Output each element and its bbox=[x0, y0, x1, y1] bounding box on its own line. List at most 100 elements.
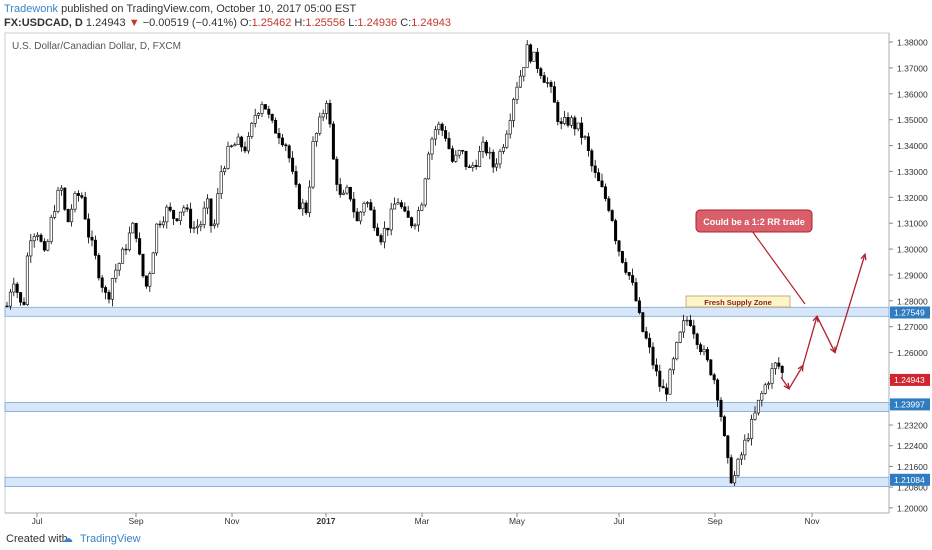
price-chart[interactable]: 1.38000 1.37000 1.36000 1.35000 1.34000 1.330… bbox=[0, 0, 932, 528]
candle-body bbox=[471, 165, 475, 168]
candle-body bbox=[301, 202, 305, 210]
candle-body bbox=[348, 186, 352, 200]
candle-body bbox=[637, 300, 641, 313]
candle-body bbox=[63, 187, 67, 210]
candle-body bbox=[576, 122, 580, 130]
candle-body bbox=[59, 187, 63, 191]
candle-body bbox=[440, 123, 444, 131]
time-tick-label: Jul bbox=[32, 516, 43, 526]
forecast-arrow-line bbox=[816, 316, 836, 353]
candle-body bbox=[675, 341, 679, 360]
symbol-label[interactable]: FX:USDCAD, D bbox=[4, 17, 83, 29]
time-axis-ticks: Jul Sep Nov 2017 Mar May Jul Sep Nov bbox=[32, 513, 820, 526]
candle-body bbox=[753, 412, 757, 420]
candle-body bbox=[413, 224, 417, 227]
zone-price-tag bbox=[890, 398, 930, 411]
candle-body bbox=[556, 102, 560, 122]
last-price: 1.24943 bbox=[85, 17, 126, 29]
candle-body bbox=[80, 195, 84, 198]
open-label: O: bbox=[239, 17, 252, 29]
candle-body bbox=[695, 333, 699, 345]
candle-body bbox=[5, 305, 9, 308]
price-tick-label: 1.33000 bbox=[897, 167, 928, 177]
candle-body bbox=[488, 151, 492, 154]
time-tick-label: Jul bbox=[614, 516, 625, 526]
price-tick-label: 1.23200 bbox=[897, 421, 928, 431]
candle-body bbox=[294, 171, 298, 185]
candle-body bbox=[308, 186, 312, 213]
forecast-arrow-line bbox=[788, 365, 804, 390]
candle-body bbox=[36, 234, 40, 237]
candle-body bbox=[93, 239, 97, 256]
candle-body bbox=[665, 387, 669, 395]
candle-body bbox=[8, 291, 12, 307]
publish-info: published on TradingView.com, October 10… bbox=[61, 3, 357, 15]
candle-body bbox=[25, 255, 29, 305]
candle-body bbox=[641, 312, 645, 332]
price-tick-label: 1.27000 bbox=[897, 322, 928, 332]
candle-body bbox=[433, 129, 437, 140]
candle-body bbox=[406, 210, 410, 218]
candle-body bbox=[70, 208, 74, 223]
candle-body bbox=[624, 262, 628, 273]
candle-body bbox=[539, 68, 543, 76]
candle-body bbox=[175, 218, 179, 222]
candle-body bbox=[739, 454, 743, 460]
candle-body bbox=[661, 386, 665, 389]
candle-body bbox=[702, 349, 706, 353]
candle-body bbox=[335, 158, 339, 185]
price-tick-label: 1.38000 bbox=[897, 38, 928, 48]
candle-body bbox=[362, 202, 366, 213]
candle-body bbox=[427, 153, 431, 180]
candle-body bbox=[454, 154, 458, 162]
candle-body bbox=[512, 99, 516, 121]
candle-body bbox=[668, 369, 672, 395]
price-tick-label: 1.30000 bbox=[897, 245, 928, 255]
candle-body bbox=[559, 121, 563, 124]
candle-body bbox=[634, 282, 638, 302]
high-label: H: bbox=[294, 17, 306, 29]
forecast-arrow-line bbox=[780, 376, 790, 390]
candle-body bbox=[168, 206, 172, 211]
time-tick-label: Mar bbox=[415, 516, 430, 526]
candle-body bbox=[246, 136, 250, 152]
candle-body bbox=[552, 86, 556, 103]
price-change: −0.00519 (−0.41%) bbox=[142, 17, 237, 29]
candle-body bbox=[430, 138, 434, 155]
tradingview-brand[interactable]: TradingView bbox=[80, 533, 141, 545]
candle-body bbox=[257, 113, 261, 116]
candle-body bbox=[610, 210, 614, 221]
candle-body bbox=[46, 241, 50, 251]
low-value: 1.24936 bbox=[357, 17, 398, 29]
author-link[interactable]: Tradewonk bbox=[4, 3, 59, 15]
price-tick-label: 1.35000 bbox=[897, 115, 928, 125]
candle-body bbox=[311, 141, 315, 188]
time-tick-label: Nov bbox=[804, 516, 820, 526]
candle-body bbox=[236, 136, 240, 146]
candle-body bbox=[515, 86, 519, 100]
candle-body bbox=[750, 419, 754, 439]
candle-body bbox=[56, 189, 60, 212]
candle-body bbox=[280, 137, 284, 146]
candle-body bbox=[447, 138, 451, 150]
candle-body bbox=[39, 234, 43, 242]
candle-body bbox=[461, 150, 465, 152]
candle-body bbox=[189, 208, 193, 229]
candle-body bbox=[73, 193, 77, 210]
candle-body bbox=[263, 104, 267, 110]
candle-body bbox=[325, 103, 329, 114]
candle-body bbox=[212, 223, 216, 227]
candle-body bbox=[743, 439, 747, 456]
fresh-supply-zone-box: Fresh Supply Zone bbox=[685, 295, 791, 308]
candle-body bbox=[671, 358, 675, 371]
candle-body bbox=[365, 202, 369, 204]
close-label: C: bbox=[400, 17, 412, 29]
candle-body bbox=[376, 227, 380, 236]
zone-price-text: 1.27549 bbox=[894, 307, 925, 317]
candle-body bbox=[318, 116, 322, 134]
candle-body bbox=[291, 157, 295, 172]
candle-body bbox=[416, 210, 420, 226]
candle-body bbox=[90, 236, 94, 241]
candle-body bbox=[19, 292, 23, 303]
